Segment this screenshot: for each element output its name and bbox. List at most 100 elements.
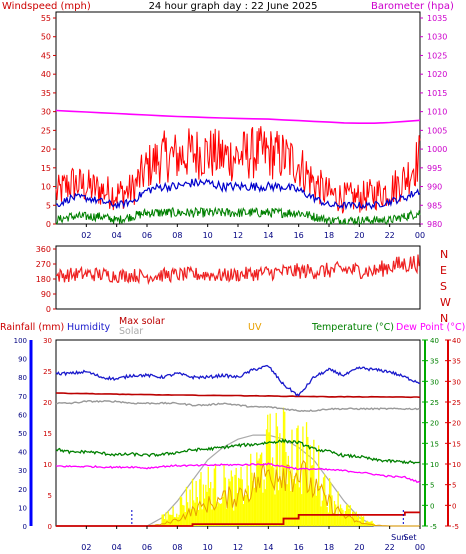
dew-tick-label: 40 [452,337,461,345]
compass-label: E [440,264,447,277]
wind-tick-label: 25 [41,126,51,135]
legend-solar: Solar [119,326,143,337]
baro-tick-label: 1025 [427,51,447,60]
dir-tick-label: 360 [36,245,51,254]
x-tick-label-top: 04 [112,231,122,240]
baro-tick-label: 1035 [427,14,447,23]
temp-tick-label: 5 [430,482,434,490]
humidity-tick-label: 0 [23,523,27,531]
baro-tick-label: 1000 [427,145,447,154]
x-tick-label-top: 16 [294,231,304,240]
dew-tick-label: 10 [452,461,461,469]
x-tick-label-top: 20 [354,231,364,240]
temp-tick-label: 25 [430,399,439,407]
wind-avg-line [55,178,421,211]
dew-tick-label: 20 [452,420,461,428]
baro-tick-label: 1005 [427,126,447,135]
humidity-tick-label: 10 [18,504,27,512]
legend-max-solar: Max solar [119,316,165,327]
dew-tick-label: 5 [452,482,456,490]
compass-label: W [440,296,451,309]
sunrise-label: Sun [391,533,406,542]
wind-tick-label: 35 [41,89,51,98]
humidity-tick-label: 80 [18,374,27,382]
max-solar-line [55,392,421,399]
temp-tick-label: 15 [430,440,439,448]
humidity-tick-label: 50 [18,430,27,438]
baro-tick-label: 990 [427,183,442,192]
rain-tick-label: 5 [48,492,52,500]
compass-label: N [440,248,448,261]
rain-tick-label: 30 [43,337,52,345]
chart-title: 24 hour graph day : 22 June 2025 [149,1,318,12]
rain-tick-label: 10 [43,461,52,469]
x-tick-label-bottom: 18 [324,543,334,552]
baro-axis-label: Barometer (hpa) [371,1,454,12]
wind-axis-label: Windspeed (mph) [2,1,91,12]
wind-tick-label: 55 [41,14,51,23]
legend-humidity: Humidity [67,322,110,333]
rain-tick-label: 20 [43,399,52,407]
x-tick-label-bottom: 20 [354,543,364,552]
wind-tick-label: 0 [46,220,51,229]
x-tick-label-bottom: 00 [415,543,425,552]
wind-tick-label: 5 [46,201,51,210]
temp-tick-label: -5 [430,523,437,531]
wind-tick-label: 15 [41,164,51,173]
dew-tick-label: 0 [452,502,456,510]
x-tick-label-bottom: 04 [112,543,122,552]
x-tick-label-top: 08 [172,231,182,240]
dewpoint-line [55,462,421,484]
x-tick-label-bottom: 14 [263,543,273,552]
dir-tick-label: 270 [36,260,51,269]
wind-direction-line [55,254,420,286]
dir-tick-label: 180 [36,275,51,284]
compass-label: N [440,312,448,325]
dew-tick-label: 35 [452,358,461,366]
sunset-label: Set [403,533,416,542]
wind-tick-label: 10 [41,183,51,192]
humidity-tick-label: 90 [18,356,27,364]
rain-tick-label: 0 [48,523,52,531]
wind-tick-label: 20 [41,145,51,154]
x-tick-label-bottom: 10 [203,543,213,552]
x-tick-label-top: 18 [324,231,334,240]
baro-tick-label: 1020 [427,70,447,79]
plot-frame-3 [55,339,421,527]
compass-label: S [440,280,447,293]
solar-line [55,399,421,413]
x-tick-label-top: 02 [81,231,91,240]
x-tick-label-top: 00 [415,231,425,240]
rain-tick-label: 25 [43,368,52,376]
humidity-tick-label: 30 [18,467,27,475]
legend-rainfall: Rainfall (mm) [0,322,64,333]
temp-tick-label: 40 [430,337,439,345]
barometer-line [55,109,421,124]
legend-temperature: Temperature (°C) [311,322,394,333]
legend-dewpoint: Dew Point (°C) [396,322,465,333]
humidity-tick-label: 100 [14,337,27,345]
x-tick-label-top: 22 [385,231,395,240]
baro-tick-label: 995 [427,164,442,173]
x-tick-label-top: 06 [142,231,152,240]
dew-tick-label: 30 [452,378,461,386]
dew-tick-label: 25 [452,399,461,407]
dir-tick-label: 90 [41,290,51,299]
humidity-tick-label: 40 [18,449,27,457]
temp-tick-label: 30 [430,378,439,386]
wind-tick-label: 40 [41,70,51,79]
wind-min-line [55,206,421,226]
dir-tick-label: 0 [46,305,51,314]
humidity-tick-label: 70 [18,393,27,401]
temp-tick-label: 10 [430,461,439,469]
temp-tick-label: 20 [430,420,439,428]
baro-tick-label: 985 [427,201,442,210]
humidity-tick-label: 60 [18,411,27,419]
x-tick-label-top: 10 [203,231,213,240]
x-tick-label-bottom: 16 [294,543,304,552]
temp-tick-label: 0 [430,502,434,510]
x-tick-label-bottom: 12 [233,543,243,552]
baro-tick-label: 1030 [427,33,447,42]
baro-tick-label: 1010 [427,108,447,117]
